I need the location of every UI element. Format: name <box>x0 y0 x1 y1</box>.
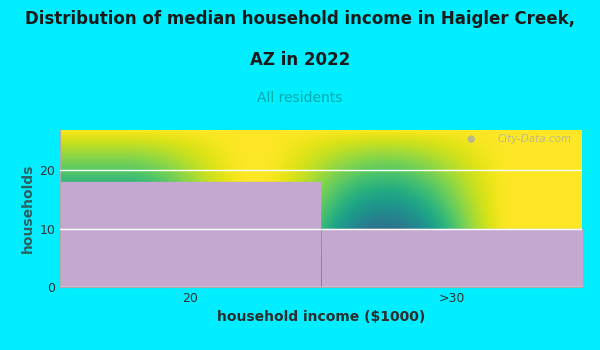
Text: Distribution of median household income in Haigler Creek,: Distribution of median household income … <box>25 10 575 28</box>
Text: ●: ● <box>466 134 475 144</box>
X-axis label: household income ($1000): household income ($1000) <box>217 310 425 324</box>
Text: AZ in 2022: AZ in 2022 <box>250 51 350 69</box>
Text: All residents: All residents <box>257 91 343 105</box>
Text: City-Data.com: City-Data.com <box>497 134 572 144</box>
Y-axis label: households: households <box>21 163 35 253</box>
